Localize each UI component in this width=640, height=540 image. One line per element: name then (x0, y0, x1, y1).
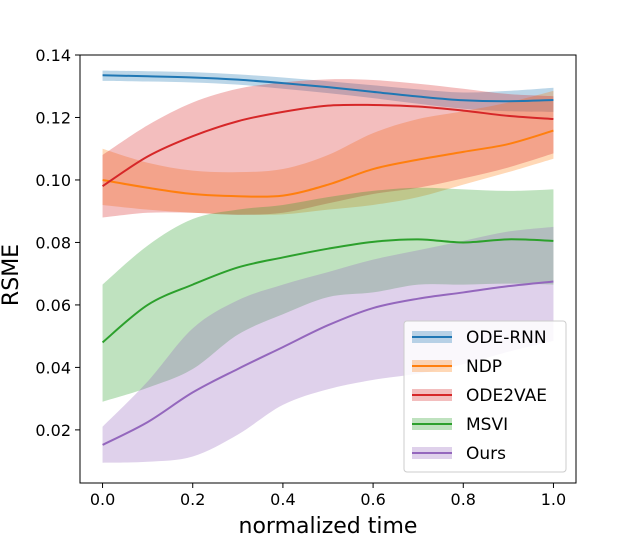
x-tick-label: 0.0 (90, 490, 115, 509)
y-tick-label: 0.02 (35, 421, 71, 440)
legend-label: Ours (466, 444, 506, 464)
line-ode2vae (102, 103, 554, 188)
y-axis-title: RSME (0, 244, 24, 306)
legend-item-ode-rnn: ODE-RNN (412, 328, 547, 348)
series-lines (101, 74, 554, 446)
y-axis-ticks: 0.02 0.04 0.06 0.08 0.10 0.12 0.14 (35, 46, 80, 440)
line-msvi (101, 238, 554, 344)
legend: ODE-RNN NDP ODE2VAE MSVI Ours (403, 320, 567, 473)
y-tick-label: 0.12 (35, 108, 71, 127)
line-ours (102, 280, 554, 446)
legend-item-ndp: NDP (412, 357, 502, 377)
x-axis-title: normalized time (239, 514, 418, 539)
legend-item-msvi: MSVI (412, 415, 508, 435)
x-tick-label: 1.0 (541, 490, 566, 509)
legend-label: MSVI (466, 415, 508, 435)
plot-area-frame (79, 54, 577, 484)
band-ours (102, 226, 554, 463)
line-ndp (102, 129, 554, 198)
legend-label: ODE2VAE (466, 386, 547, 406)
y-tick-label: 0.10 (35, 171, 71, 190)
line-ode-rnn (102, 74, 554, 103)
legend-item-ours: Ours (412, 444, 506, 464)
legend-label: ODE-RNN (466, 328, 547, 348)
x-axis-ticks: 0.0 0.2 0.4 0.6 0.8 1.0 (90, 483, 566, 509)
legend-label: NDP (466, 357, 502, 377)
band-ode-rnn (102, 70, 554, 112)
y-tick-label: 0.04 (35, 358, 71, 377)
band-ode2vae (102, 79, 554, 218)
x-tick-label: 0.6 (360, 490, 385, 509)
y-tick-label: 0.06 (35, 296, 71, 315)
confidence-bands (102, 70, 554, 463)
y-tick-label: 0.14 (35, 46, 71, 65)
legend-item-ode2vae: ODE2VAE (412, 386, 547, 406)
y-tick-label: 0.08 (35, 233, 71, 252)
x-tick-label: 0.2 (180, 490, 205, 509)
x-tick-label: 0.8 (451, 490, 476, 509)
x-tick-label: 0.4 (270, 490, 295, 509)
legend-box (403, 320, 567, 473)
band-ndp (102, 90, 554, 215)
